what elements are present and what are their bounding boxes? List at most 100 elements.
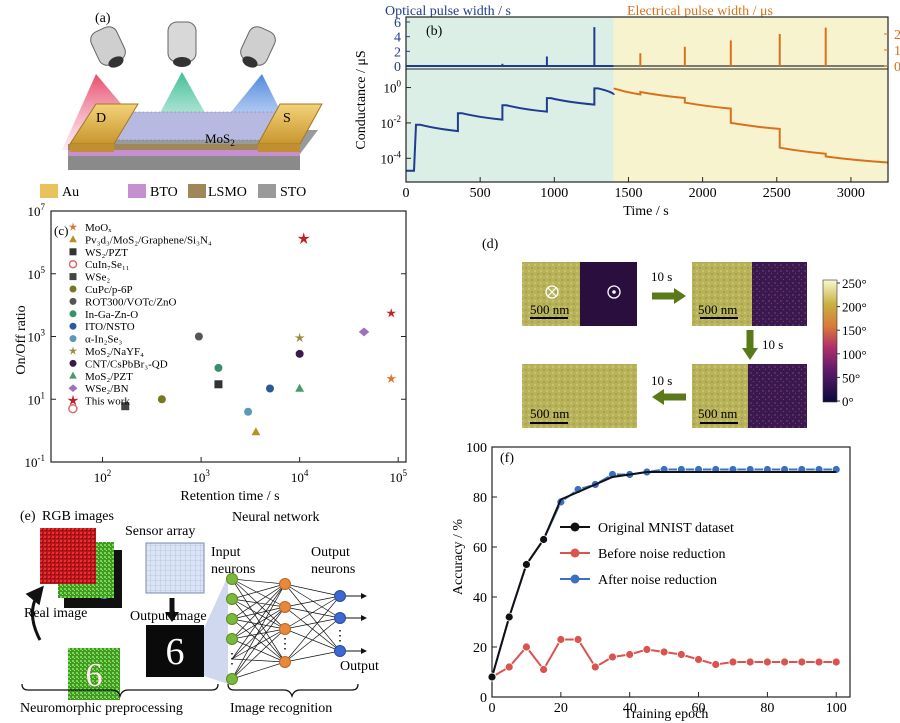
colorbar-tick-1: 200° bbox=[842, 300, 867, 315]
step-label-1: 10 s bbox=[651, 269, 672, 284]
panel-f-legend-entry-0: Original MNIST dataset bbox=[598, 521, 734, 536]
panel-f-ytick-3: 60 bbox=[473, 541, 487, 556]
legend-marker-5 bbox=[69, 285, 77, 293]
legend-marker-9 bbox=[69, 335, 77, 343]
afm-image-1: 500 nm bbox=[522, 262, 637, 326]
conductance-optical-line bbox=[406, 87, 615, 172]
data-point-4 bbox=[121, 402, 130, 411]
series-1-point-2 bbox=[522, 642, 531, 652]
output-neurons-label-2: neurons bbox=[311, 562, 355, 577]
output-neuron-2 bbox=[334, 645, 346, 657]
panel-c-legend: MoOₓPv₃d₃/MoS₂/Graphene/Si₃N₄WS₂/PZTCuIn… bbox=[67, 222, 212, 408]
panel-f-xtick-2: 40 bbox=[623, 701, 637, 716]
legend-entry-12: MoS₂/PZT bbox=[85, 371, 133, 383]
panel-b-xtick-1: 500 bbox=[470, 186, 491, 201]
afm-image-2: 500 nm bbox=[692, 262, 807, 326]
output-neuron-1 bbox=[334, 612, 346, 624]
data-point-9 bbox=[244, 407, 253, 416]
sensor-array bbox=[145, 542, 205, 594]
top-left-tick-1: 2 bbox=[394, 45, 401, 60]
data-point-6 bbox=[194, 332, 203, 341]
panel-f-legend-marker-2 bbox=[570, 574, 580, 584]
legend-marker-8 bbox=[69, 322, 77, 330]
legend-bto: BTO bbox=[150, 185, 178, 200]
optical-region bbox=[406, 17, 614, 182]
output-label: Output bbox=[340, 659, 379, 674]
data-point-7 bbox=[214, 363, 223, 372]
series-0-point-0 bbox=[487, 672, 497, 682]
step-label-2: 10 s bbox=[762, 337, 783, 352]
legend-entry-2: WS₂/PZT bbox=[85, 247, 128, 259]
series-1-point-11 bbox=[676, 650, 686, 659]
data-point-2 bbox=[214, 380, 223, 389]
legend-au: Au bbox=[62, 185, 79, 200]
panel-f-ytick-5: 100 bbox=[466, 441, 487, 456]
real-image bbox=[68, 648, 120, 700]
panel-e-letter: (e) bbox=[20, 509, 36, 524]
panel-b-xtick-4: 2000 bbox=[689, 186, 717, 201]
panel-b-letter: (b) bbox=[426, 24, 443, 39]
panel-f-xtick-3: 60 bbox=[692, 701, 706, 716]
panel-c-xlabel: Retention time / s bbox=[180, 489, 279, 504]
series-line-0 bbox=[491, 471, 837, 678]
panel-f-frame bbox=[491, 446, 851, 698]
panel-d-letter: (d) bbox=[482, 237, 499, 252]
colorbar-tick-4: 50° bbox=[842, 370, 860, 385]
legend-marker-7 bbox=[69, 310, 77, 318]
panel-a-letter: (a) bbox=[95, 11, 111, 26]
panel-c-ytick-2: 103 bbox=[28, 328, 46, 345]
panel-f-legend-marker-0 bbox=[570, 522, 580, 532]
data-point-0 bbox=[386, 373, 397, 383]
legend-marker-1 bbox=[69, 235, 77, 243]
output-image bbox=[146, 625, 204, 677]
series-1-point-12 bbox=[694, 655, 703, 664]
panel-e: (e) RGB images Sensor array Neural netwo… bbox=[20, 509, 379, 716]
series-1-point-13 bbox=[711, 660, 721, 669]
hidden-neuron-0 bbox=[279, 578, 291, 590]
scale-label-4: 500 nm bbox=[698, 406, 737, 421]
panel-c-ytick-4: 107 bbox=[28, 202, 46, 219]
panel-f-ylabel: Accuracy / % bbox=[451, 519, 466, 596]
legend-entry-11: CNT/CsPbBr₃-QD bbox=[85, 358, 168, 370]
series-1-point-7 bbox=[608, 652, 617, 662]
rgb-images-label: RGB images bbox=[42, 509, 114, 524]
legend-entry-6: ROT300/VOTc/ZnO bbox=[85, 296, 177, 308]
legend-marker-10 bbox=[68, 346, 78, 355]
series-1-point-1 bbox=[504, 662, 514, 672]
bottom-tick-0: 10-4 bbox=[381, 149, 402, 166]
panel-b: Optical pulse width / s Electrical pulse… bbox=[354, 4, 900, 219]
output-neuron-0 bbox=[334, 590, 346, 602]
colorbar-tick-5: 0° bbox=[842, 394, 854, 409]
top-right-tick-1: 1 bbox=[894, 44, 900, 59]
panel-f-xtick-5: 100 bbox=[826, 701, 847, 716]
legend-marker-4 bbox=[69, 273, 77, 281]
legend-entry-13: WSe₂/BN bbox=[85, 383, 129, 395]
panel-f-ytick-4: 80 bbox=[473, 491, 487, 506]
panel-b-xlabel: Time / s bbox=[623, 204, 668, 219]
panel-c-xtick-1: 103 bbox=[192, 468, 210, 485]
afm-image-4: 500 nm bbox=[692, 364, 807, 428]
legend-entry-14: This work bbox=[85, 396, 130, 408]
panel-b-xtick-5: 2500 bbox=[763, 186, 791, 201]
panel-c-ylabel: On/Off ratio bbox=[14, 305, 29, 374]
legend-marker-3 bbox=[68, 259, 78, 269]
series-1-point-3 bbox=[539, 665, 549, 674]
input-neuron-0 bbox=[226, 573, 238, 585]
legend-sto: STO bbox=[280, 185, 306, 200]
mos2-channel bbox=[110, 112, 282, 140]
panel-b-xtick-6: 3000 bbox=[837, 186, 865, 201]
series-1-point-6 bbox=[590, 662, 600, 672]
colorbar-tick-3: 100° bbox=[842, 347, 867, 362]
data-point-1 bbox=[251, 427, 261, 436]
legend-entry-9: α-In₂Se₃ bbox=[85, 334, 122, 346]
hidden-neuron-1 bbox=[279, 601, 291, 613]
series-1-point-4 bbox=[556, 635, 566, 644]
scale-label-1: 500 nm bbox=[530, 302, 569, 317]
panel-b-xtick-3: 1500 bbox=[614, 186, 642, 201]
series-1-point-15 bbox=[745, 657, 755, 667]
panel-f-ytick-0: 0 bbox=[480, 691, 487, 706]
panel-f-legend-entry-2: After noise reduction bbox=[598, 573, 717, 588]
panel-f-xtick-4: 80 bbox=[760, 701, 774, 716]
colorbar-tick-0: 250° bbox=[842, 276, 867, 291]
panel-c-letter: (c) bbox=[54, 223, 68, 238]
